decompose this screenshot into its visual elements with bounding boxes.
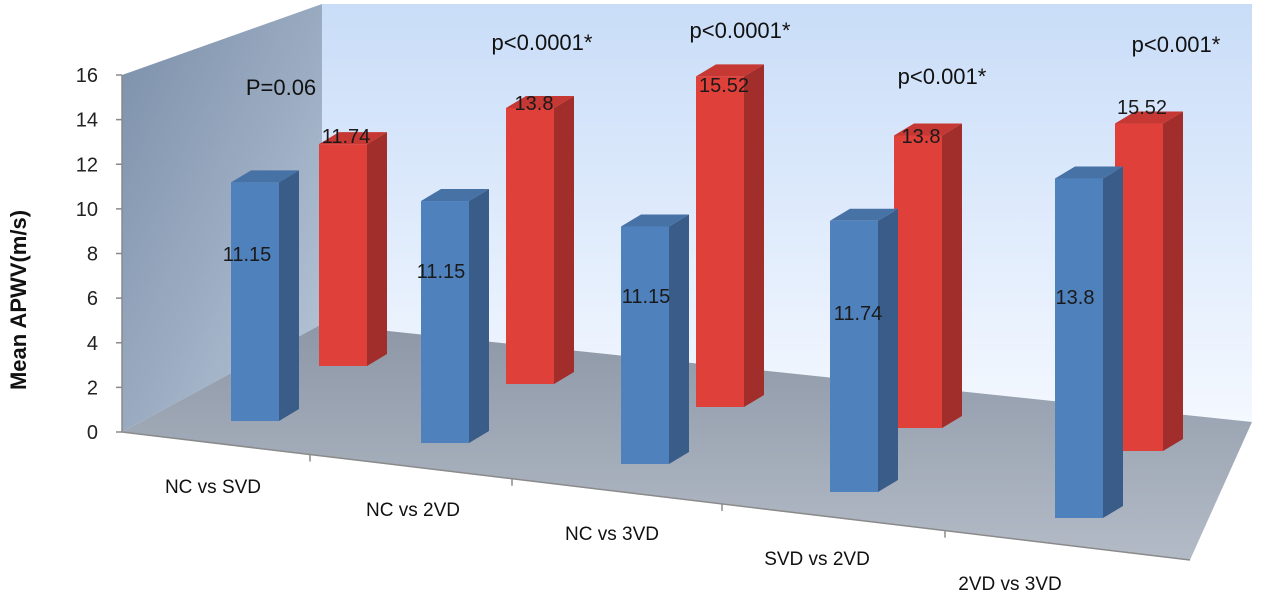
- bar-top-face: [506, 96, 574, 108]
- bar-side-face: [279, 170, 299, 421]
- data-label: 11.15: [223, 244, 272, 266]
- bar-side-face: [1103, 166, 1123, 518]
- x-axis-line: [121, 431, 1191, 561]
- y-tick-label: 4: [87, 333, 98, 355]
- data-label: 15.52: [699, 75, 749, 97]
- bar-red: [894, 123, 962, 428]
- data-label: 11.15: [622, 286, 671, 308]
- bar-front-face: [621, 226, 669, 464]
- bar-side-face: [942, 123, 962, 428]
- bar-front-face: [506, 108, 554, 384]
- x-category-label: SVD vs 2VD: [764, 549, 870, 570]
- p-value-annotation: P=0.06: [246, 75, 316, 100]
- bar-front-face: [231, 182, 279, 421]
- y-tick-label: 6: [87, 288, 98, 310]
- y-tick-label: 16: [76, 65, 98, 87]
- data-label: 13.8: [515, 93, 554, 115]
- x-category-label: NC vs 3VD: [565, 524, 659, 545]
- data-label: 15.52: [1117, 97, 1167, 119]
- y-axis: 0 2 4 6 8 10 12 14 16: [76, 65, 122, 444]
- bar-blue: [830, 208, 898, 492]
- bar-blue: [421, 189, 489, 443]
- y-tick-label: 0: [87, 422, 98, 444]
- bar-red: [696, 64, 764, 407]
- bar-red: [1115, 111, 1183, 451]
- x-category-label: 2VD vs 3VD: [958, 574, 1061, 595]
- bar-red: [319, 132, 387, 366]
- bar-side-face: [554, 96, 574, 384]
- bar-top-face: [421, 189, 489, 202]
- data-label: 11.15: [417, 261, 466, 283]
- bar-front-face: [830, 220, 878, 492]
- bar-side-face: [878, 208, 898, 492]
- bar-top-face: [1055, 166, 1123, 179]
- data-labels: 11.15 11.15 11.15 11.74 13.8 11.74 13.8 15.52 13…: [223, 18, 1221, 325]
- bar-red: [506, 96, 574, 384]
- y-tick-label: 14: [76, 110, 98, 132]
- y-tick-label: 2: [87, 377, 98, 399]
- bar-blue: [231, 170, 299, 421]
- y-tick-label: 12: [76, 154, 98, 176]
- bar-front-face: [894, 135, 942, 428]
- p-value-annotation: p<0.001*: [1132, 32, 1221, 57]
- bar-side-face: [1163, 111, 1183, 451]
- bar-front-face: [696, 76, 744, 407]
- bar-side-face: [669, 214, 689, 464]
- bar-top-face: [830, 208, 898, 221]
- bar-side-face: [744, 64, 764, 407]
- bar-top-face: [231, 170, 299, 183]
- bar-blue: [621, 214, 689, 464]
- y-tick-label: 10: [76, 199, 98, 221]
- x-axis: NC vs SVD NC vs 2VD NC vs 3VD SVD vs 2VD 2VD…: [165, 454, 1062, 595]
- bar-top-face: [696, 64, 764, 77]
- y-tick-label: 8: [87, 244, 98, 266]
- bar-side-face: [367, 132, 387, 366]
- bar-blue: [1055, 166, 1123, 518]
- bar-top-face: [894, 123, 962, 136]
- p-value-annotation: p<0.001*: [898, 64, 987, 89]
- bar-front-face: [1055, 178, 1103, 518]
- bar-top-face: [621, 214, 689, 227]
- p-value-annotation: p<0.0001*: [690, 18, 791, 43]
- x-category-label: NC vs 2VD: [366, 500, 460, 521]
- data-label: 13.8: [902, 126, 941, 148]
- data-label: 13.8: [1056, 287, 1095, 309]
- y-axis-title: Mean APWV(m/s): [6, 210, 31, 390]
- data-label: 11.74: [322, 126, 371, 148]
- bar-front-face: [421, 201, 469, 443]
- data-label: 11.74: [834, 303, 883, 325]
- bar-top-face: [1115, 111, 1183, 124]
- x-category-label: NC vs SVD: [165, 477, 261, 498]
- bar-side-face: [469, 189, 489, 443]
- bar-top-face: [319, 132, 387, 145]
- bar-front-face: [319, 144, 367, 366]
- bars: [231, 64, 1183, 518]
- p-value-annotation: p<0.0001*: [492, 30, 593, 55]
